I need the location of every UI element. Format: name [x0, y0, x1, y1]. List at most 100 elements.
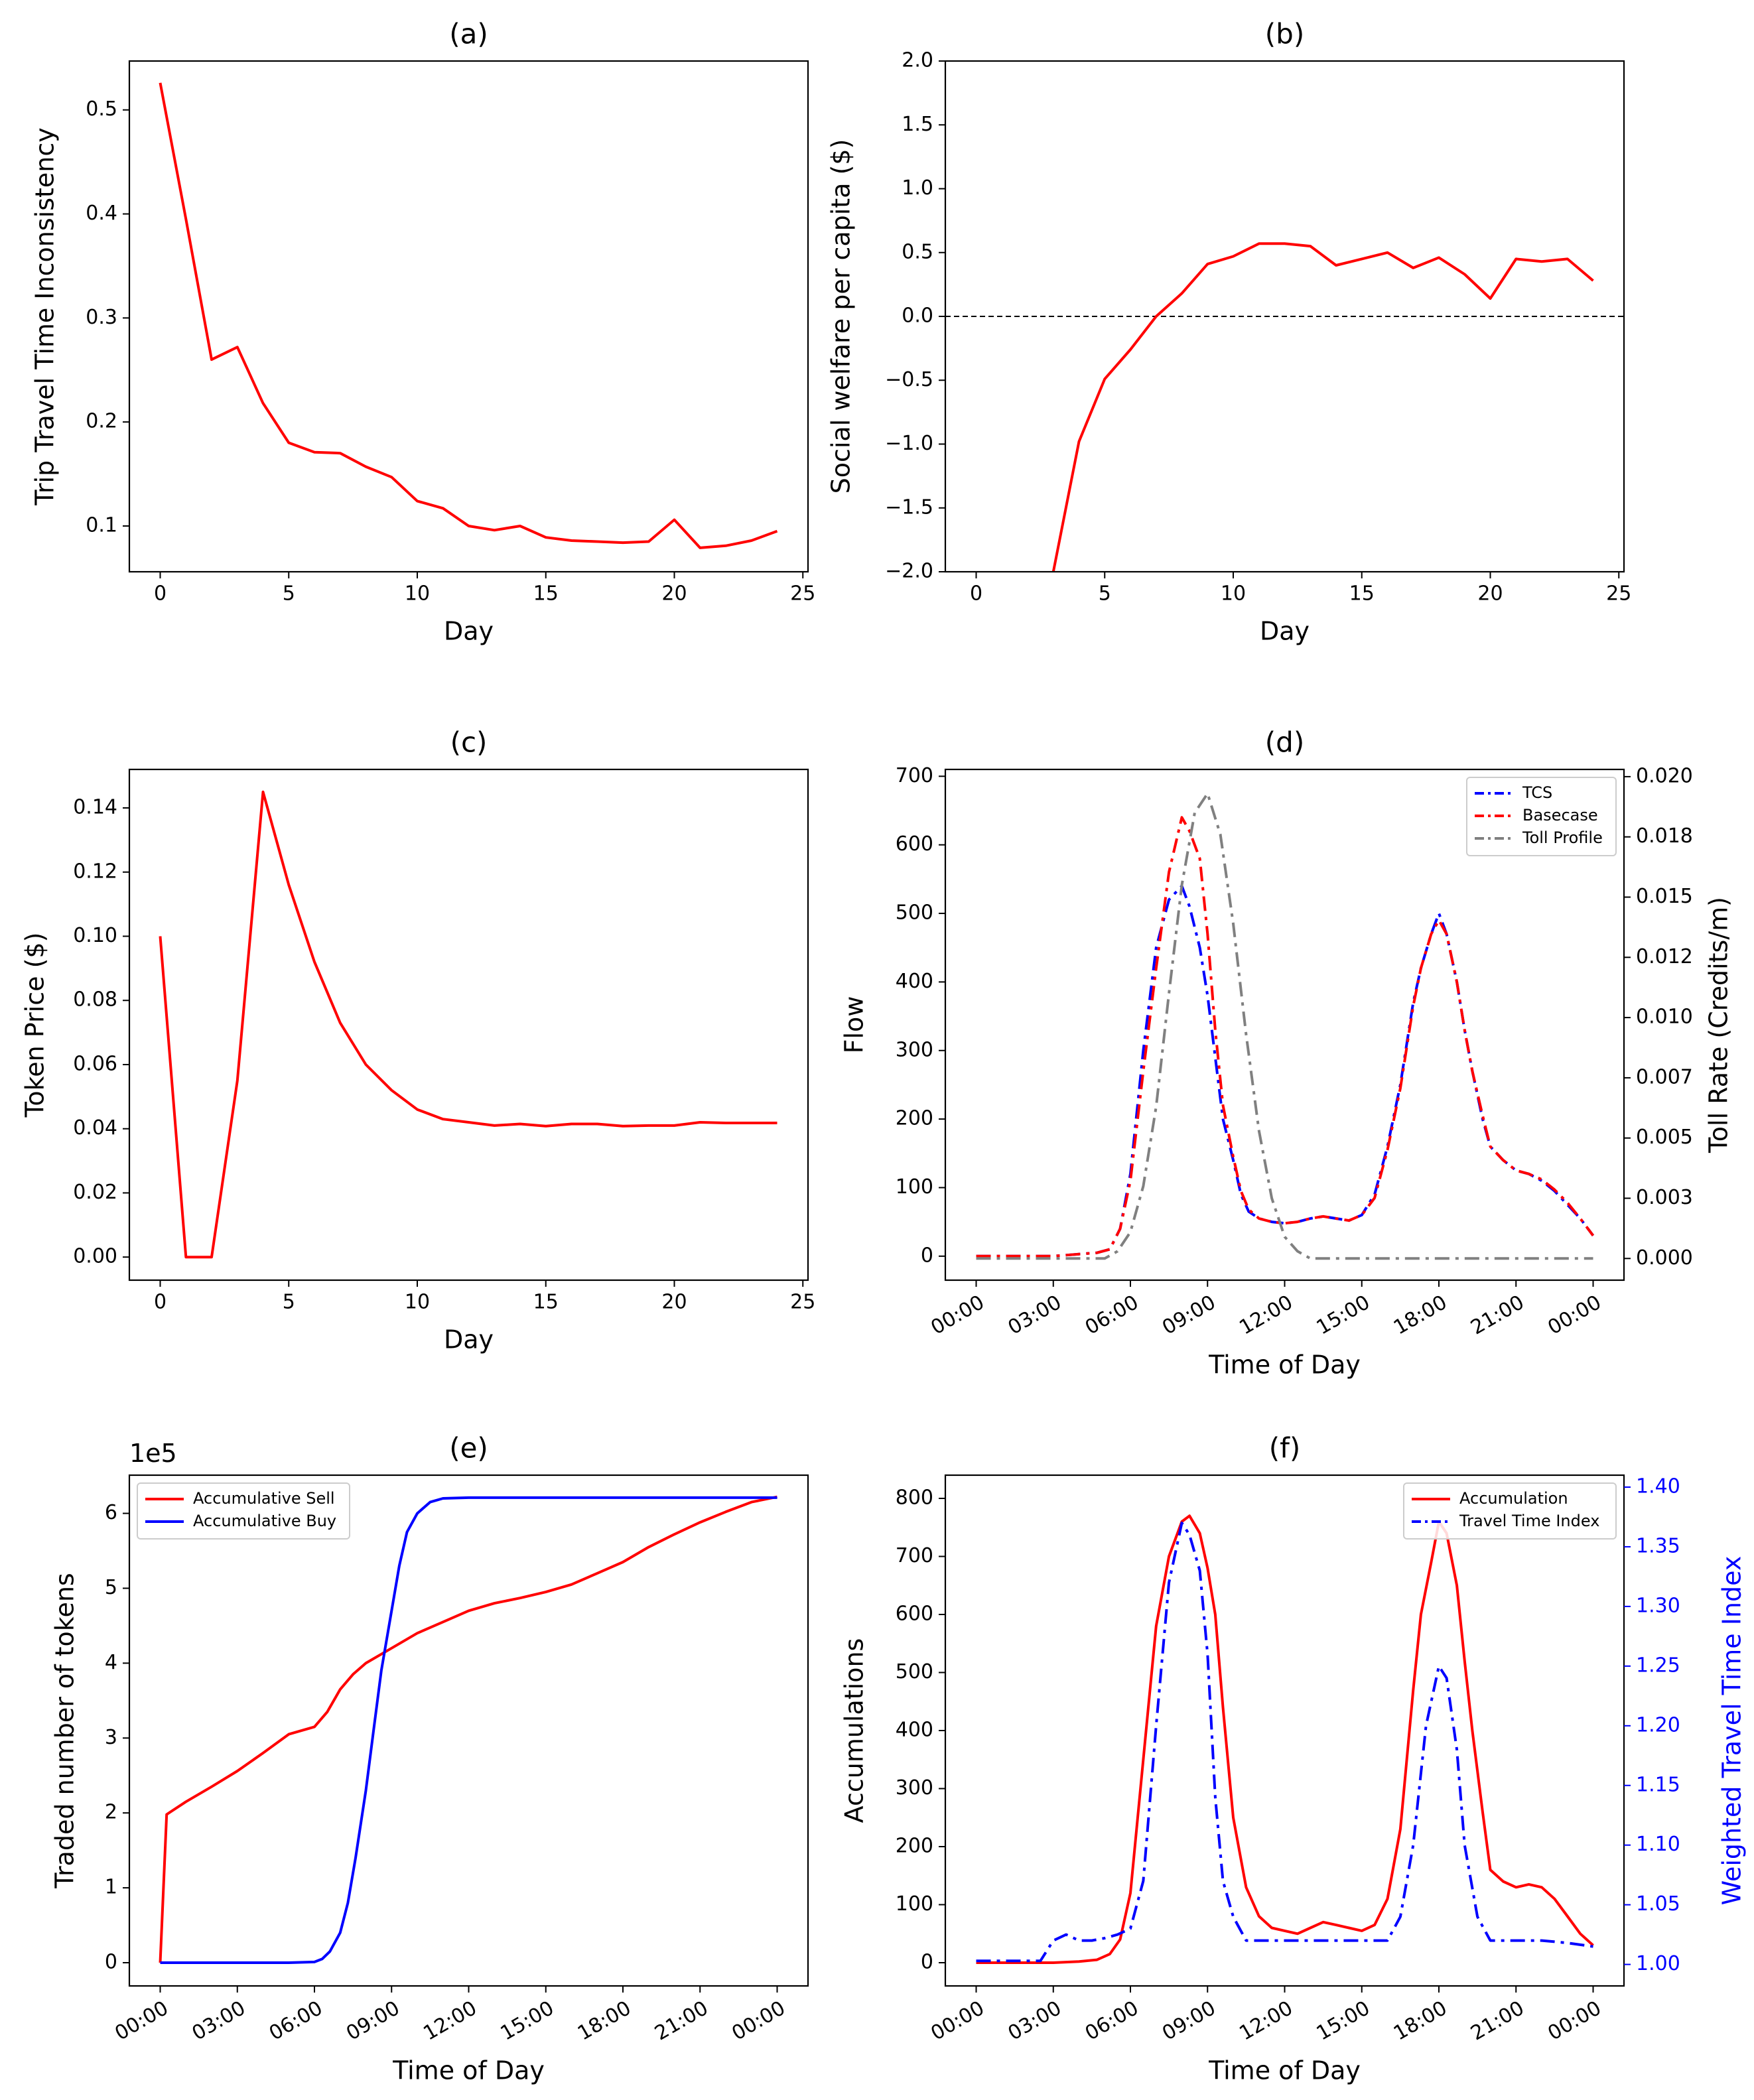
chart-b-xtick-label-2: 10: [1221, 582, 1246, 606]
chart-f-legend-box: [1403, 1482, 1617, 1540]
chart-b-xlabel: Day: [1260, 617, 1310, 646]
chart-e-yscale-label: 1e5: [129, 1439, 177, 1468]
chart-f-title: (f): [1269, 1432, 1301, 1465]
chart-d-xtick-label-8: 00:00: [1544, 1291, 1605, 1340]
chart-d-xtick-label-7: 21:00: [1467, 1291, 1528, 1340]
chart-b-series-0-line: [1051, 242, 1594, 572]
chart-d-y2tick-label-6: 0.015: [1636, 885, 1693, 908]
chart-d-ytick-label-5: 500: [896, 901, 933, 925]
chart-a-xtick-label-3: 15: [533, 582, 559, 606]
chart-f-ytick-label-4: 400: [896, 1719, 933, 1742]
chart-b-ytick-label-1: −1.5: [885, 495, 933, 519]
chart-f-ytick-label-6: 600: [896, 1603, 933, 1626]
chart-f-xtick-label-2: 06:00: [1081, 1997, 1142, 2046]
chart-f-ytick-label-2: 200: [896, 1835, 933, 1858]
chart-f-ytick-label-0: 0: [921, 1951, 933, 1974]
chart-d-y2tick-label-8: 0.020: [1636, 764, 1693, 787]
chart-e-legend-box: [137, 1482, 350, 1540]
chart-e-ytick-label-0: 0: [105, 1951, 117, 1974]
chart-e-legend-label-0: Accumulative Sell: [193, 1489, 335, 1508]
chart-b-ytick-label-7: 1.5: [902, 113, 933, 136]
chart-a-ytick-label-4: 0.5: [86, 98, 117, 121]
chart-d-y2tick-label-1: 0.003: [1636, 1186, 1693, 1209]
chart-e-ytick-label-4: 4: [105, 1651, 117, 1674]
chart-f-frame: [944, 1474, 1625, 1987]
chart-a-title: (a): [449, 18, 488, 50]
chart-d-y2tick-label-7: 0.018: [1636, 824, 1693, 848]
chart-e-frame: [128, 1474, 809, 1987]
chart-a-frame: [128, 60, 809, 573]
chart-f-y2tick-label-5: 1.25: [1636, 1654, 1680, 1677]
chart-b-xtick-label-4: 20: [1477, 582, 1503, 606]
chart-e-xtick-label-3: 09:00: [342, 1997, 403, 2046]
chart-d-y2tick-label-2: 0.005: [1636, 1126, 1693, 1149]
chart-c-ytick-label-2: 0.04: [73, 1116, 117, 1140]
chart-e-series-0-line: [159, 1495, 777, 1963]
chart-f-series-0-line: [976, 1514, 1594, 1964]
chart-d-xlabel: Time of Day: [1208, 1350, 1361, 1380]
chart-c-xtick-label-0: 0: [154, 1291, 167, 1314]
chart-f-y2tick-label-7: 1.35: [1636, 1534, 1680, 1557]
chart-a-xlabel: Day: [444, 617, 494, 646]
chart-d-series-2-line: [976, 792, 1593, 1260]
chart-c-ytick-label-5: 0.10: [73, 924, 117, 947]
chart-b-xtick-label-5: 25: [1606, 582, 1631, 606]
chart-f-ytick-label-8: 800: [896, 1486, 933, 1510]
chart-d-y2label: Toll Rate (Credits/m): [1704, 897, 1733, 1153]
chart-f-ytick-label-3: 300: [896, 1776, 933, 1800]
chart-c-xtick-label-3: 15: [533, 1291, 559, 1314]
chart-d-xtick-label-6: 18:00: [1390, 1291, 1451, 1340]
chart-a-xtick-label-1: 5: [283, 582, 295, 606]
chart-d-title: (d): [1265, 726, 1304, 759]
chart-d-series-1-line: [976, 816, 1595, 1258]
chart-e-ytick-label-1: 1: [105, 1876, 117, 1899]
chart-c-xtick-label-4: 20: [661, 1291, 687, 1314]
chart-d-xtick-label-4: 12:00: [1235, 1291, 1296, 1340]
chart-d-xtick-label-3: 09:00: [1158, 1291, 1219, 1340]
chart-e-xtick-label-2: 06:00: [265, 1997, 326, 2046]
chart-b-xtick-label-0: 0: [970, 582, 982, 606]
chart-d-ytick-label-6: 600: [896, 832, 933, 856]
chart-d-legend-label-2: Toll Profile: [1522, 828, 1603, 847]
chart-c-ytick-label-7: 0.14: [73, 796, 117, 819]
chart-f-legend-label-0: Accumulation: [1459, 1489, 1568, 1508]
chart-c-ytick-label-4: 0.08: [73, 988, 117, 1012]
chart-c-title: (c): [450, 726, 488, 759]
chart-c-xlabel: Day: [444, 1325, 494, 1354]
chart-e-xtick-label-0: 00:00: [111, 1997, 172, 2046]
chart-a-ylabel: Trip Travel Time Inconsistency: [31, 127, 60, 506]
chart-f-xtick-label-7: 21:00: [1467, 1997, 1528, 2046]
chart-f-xtick-label-4: 12:00: [1235, 1997, 1296, 2046]
chart-f-y2label: Weighted Travel Time Index: [1718, 1556, 1747, 1906]
chart-d-xtick-label-2: 06:00: [1081, 1291, 1142, 1340]
chart-a-ytick-label-3: 0.4: [86, 202, 117, 225]
chart-f-y2tick-label-4: 1.20: [1636, 1713, 1680, 1737]
chart-c-ytick-label-1: 0.02: [73, 1181, 117, 1204]
chart-a-ytick-label-0: 0.1: [86, 513, 117, 537]
chart-c-ylabel: Token Price ($): [21, 933, 50, 1118]
chart-d-ytick-label-1: 100: [896, 1175, 933, 1199]
chart-a-xtick-label-2: 10: [405, 582, 430, 606]
chart-f-series-1-line: [976, 1522, 1593, 1963]
chart-d-series-0-line: [976, 884, 1595, 1258]
chart-f-y2tick-label-8: 1.40: [1636, 1475, 1680, 1498]
chart-c-ytick-label-6: 0.12: [73, 860, 117, 883]
chart-f-y2tick-label-6: 1.30: [1636, 1594, 1680, 1617]
chart-b-ytick-label-4: 0.0: [902, 304, 933, 328]
chart-f-ytick-label-1: 100: [896, 1892, 933, 1916]
chart-d-ytick-label-0: 0: [921, 1244, 933, 1267]
chart-f-y2tick-label-1: 1.05: [1636, 1892, 1680, 1916]
chart-c-ytick-label-0: 0.00: [73, 1245, 117, 1268]
chart-b-ylabel: Social welfare per capita ($): [827, 139, 856, 494]
chart-e-xtick-label-5: 15:00: [497, 1997, 558, 2046]
chart-e-xtick-label-4: 12:00: [419, 1997, 480, 2046]
chart-d-xtick-label-1: 03:00: [1004, 1291, 1065, 1340]
chart-d-ytick-label-4: 400: [896, 970, 933, 993]
chart-d-legend-label-0: TCS: [1522, 783, 1552, 802]
chart-e-title: (e): [449, 1432, 488, 1465]
chart-e-xtick-label-7: 21:00: [651, 1997, 712, 2046]
chart-f-y2tick-label-0: 1.00: [1636, 1952, 1680, 1975]
chart-d-ylabel: Flow: [840, 996, 869, 1054]
chart-c-xtick-label-2: 10: [405, 1291, 430, 1314]
